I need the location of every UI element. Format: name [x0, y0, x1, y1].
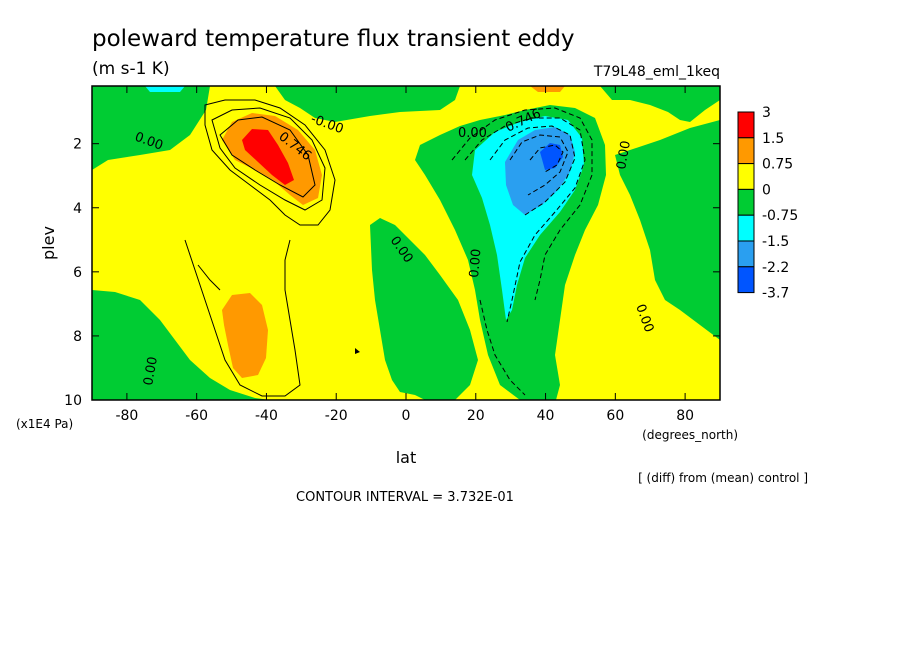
x-tick-label: -20 — [325, 408, 348, 424]
x-axis-title: lat — [396, 448, 417, 467]
y-tick-label: 4 — [73, 201, 82, 217]
contour-label: 0.00 — [141, 356, 161, 387]
x-tick-label: -40 — [255, 408, 278, 424]
colorbar-label: 3 — [762, 105, 771, 121]
colorbar-swatch — [737, 163, 755, 190]
contour-fill-top-cyan — [145, 86, 185, 92]
contour-label: 0.00 — [458, 126, 487, 141]
contour-fill-top-orange — [530, 86, 565, 92]
contour-lines — [184, 99, 336, 397]
colorbar-swatch — [737, 266, 755, 294]
x-tick-label: -80 — [115, 408, 138, 424]
colorbar-label: 0.75 — [762, 157, 793, 173]
x-tick-label: 20 — [467, 408, 485, 424]
contour-fill-negative-sh-high — [600, 86, 720, 122]
contour-fill-small-black — [355, 348, 360, 354]
contour-label: 0.00 — [467, 248, 484, 278]
contour-fill-negative-sh-low — [92, 290, 270, 400]
colorbar-label: 0 — [762, 182, 771, 198]
colorbar-label: -2.2 — [762, 260, 789, 276]
x-tick-label: 80 — [676, 408, 694, 424]
contour-fill-positive-sh-lower — [222, 293, 268, 378]
y-axis-title: plev — [39, 226, 58, 260]
colorbar-label: -3.7 — [762, 286, 789, 302]
colorbar-label: 1.5 — [762, 131, 784, 147]
colorbar-swatch — [737, 240, 755, 268]
y-tick-label: 10 — [64, 393, 82, 409]
contour-lines-dashed — [451, 107, 593, 396]
colorbar-swatch — [737, 188, 755, 216]
x-tick-label: -60 — [185, 408, 208, 424]
contour-interval: CONTOUR INTERVAL = 3.732E-01 — [296, 490, 514, 505]
contour-fill-negative-sh-top — [92, 86, 210, 170]
contour-fill-darkblue-core — [540, 143, 563, 170]
y-tick-label: 6 — [73, 265, 82, 281]
y-tick-label: 8 — [73, 329, 82, 345]
x-axis: -80 -60 -40 -20 0 20 40 60 80 — [115, 86, 694, 424]
contour-fill-negative-upper-center — [275, 86, 460, 122]
contour-fill-negative-tropics — [370, 218, 478, 400]
x-tick-label: 0 — [402, 408, 411, 424]
colorbar-legend: 3 1.5 0.75 0 -0.75 -1.5 -2.2 -3.7 — [737, 105, 798, 302]
y-tick-label: 2 — [73, 137, 82, 153]
contour-label: 0.00 — [614, 140, 634, 171]
diff-note: [ (diff) from (mean) control ] — [638, 471, 808, 485]
colorbar-swatch — [737, 137, 755, 165]
y-axis: 2 4 6 8 10 — [64, 137, 720, 409]
contour-fill-negative-nh-right — [615, 120, 720, 340]
contour-plot: 0.746 0.746 -0.00 0.00 0.00 0.00 0.00 0.… — [92, 86, 720, 400]
x-axis-units: (degrees_north) — [642, 428, 738, 442]
x-tick-label: 40 — [537, 408, 555, 424]
contour-fill-red-core — [242, 129, 294, 185]
colorbar-label: -1.5 — [762, 234, 789, 250]
chart-units: (m s-1 K) — [92, 59, 170, 79]
colorbar-label: -0.75 — [762, 208, 798, 224]
run-label: T79L48_eml_1keq — [593, 64, 720, 80]
x-tick-label: 60 — [606, 408, 624, 424]
colorbar-swatch — [737, 111, 755, 139]
colorbar-swatch — [737, 214, 755, 242]
chart-title: poleward temperature flux transient eddy — [92, 26, 574, 52]
y-axis-units: (x1E4 Pa) — [16, 417, 73, 431]
